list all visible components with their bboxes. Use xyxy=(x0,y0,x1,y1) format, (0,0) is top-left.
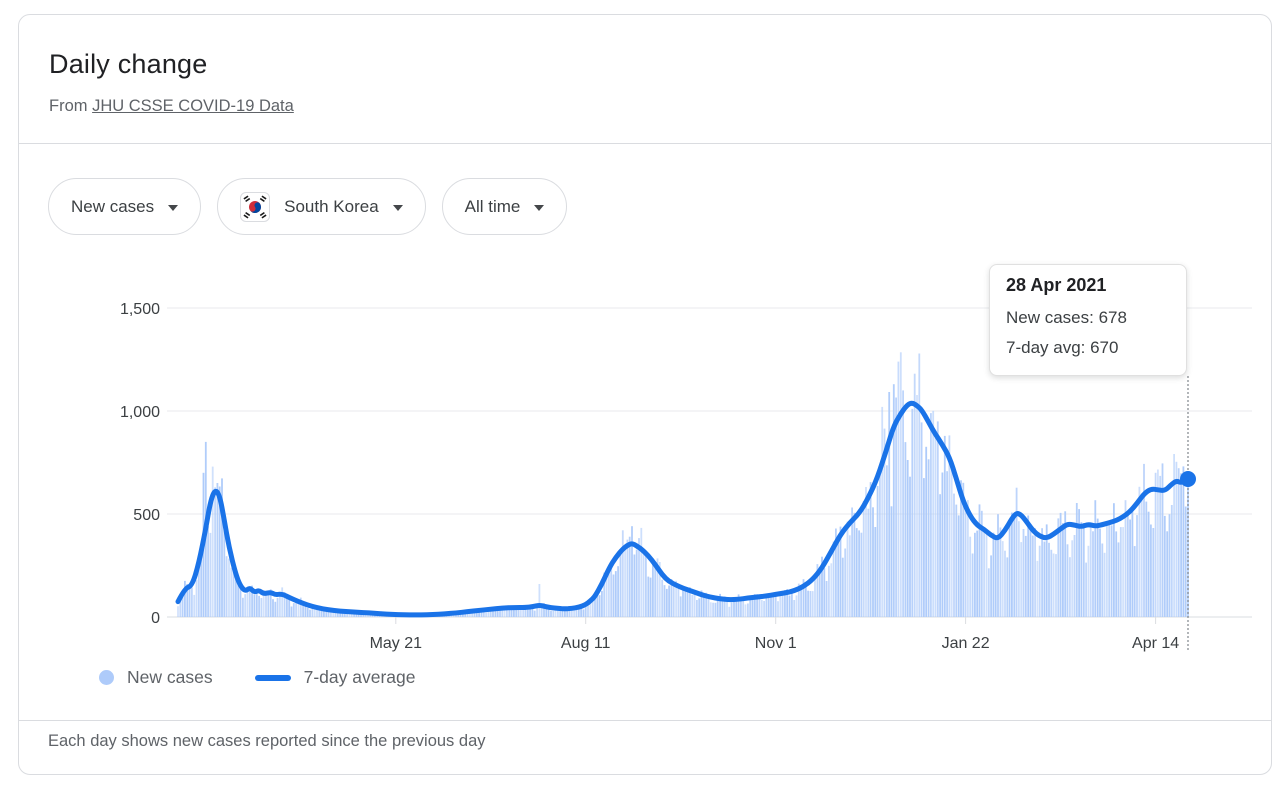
chart-legend: New cases 7-day average xyxy=(99,667,415,688)
metric-dropdown-label: New cases xyxy=(71,196,155,216)
source-link[interactable]: JHU CSSE COVID-19 Data xyxy=(92,97,294,115)
x-axis-labels: May 21 Aug 11 Nov 1 Jan 22 Apr 14 xyxy=(370,617,1179,652)
time-range-dropdown[interactable]: All time xyxy=(441,178,568,235)
metric-dropdown[interactable]: New cases xyxy=(48,178,202,235)
svg-text:Aug 11: Aug 11 xyxy=(561,635,611,652)
avg-line-swatch-icon xyxy=(254,674,291,681)
svg-text:Jan 22: Jan 22 xyxy=(942,635,990,652)
time-range-dropdown-label: All time xyxy=(464,196,521,216)
new-cases-bars xyxy=(177,352,1189,617)
source-attribution: From JHU CSSE COVID-19 Data xyxy=(49,97,294,116)
new-cases-swatch-icon xyxy=(99,670,114,685)
avg-line xyxy=(175,400,1191,618)
south-korea-flag-icon xyxy=(240,191,271,222)
chevron-down-icon xyxy=(534,204,545,211)
footer-divider xyxy=(19,720,1271,721)
tooltip-new-cases: New cases: 678 xyxy=(1006,308,1127,327)
footer-note: Each day shows new cases reported since … xyxy=(48,732,486,750)
legend-new-cases-label: New cases xyxy=(127,667,213,687)
chevron-down-icon xyxy=(392,204,403,211)
legend-avg-label: 7-day average xyxy=(303,667,416,687)
daily-change-chart[interactable]: 0 500 1,000 1,500 May 21 Aug 11 Nov 1 Jan 22 Apr… xyxy=(19,260,1271,660)
chevron-down-icon xyxy=(168,204,179,211)
svg-text:May 21: May 21 xyxy=(370,635,423,652)
svg-text:1,500: 1,500 xyxy=(120,301,160,318)
y-axis-labels: 0 500 1,000 1,500 xyxy=(120,301,160,627)
svg-text:500: 500 xyxy=(133,507,160,524)
region-dropdown[interactable]: South Korea xyxy=(217,178,426,235)
svg-text:Nov 1: Nov 1 xyxy=(755,635,797,652)
page-title: Daily change xyxy=(49,49,208,79)
tooltip-avg: 7-day avg: 670 xyxy=(1006,338,1119,357)
chart-canvas[interactable]: 0 500 1,000 1,500 May 21 Aug 11 Nov 1 Jan 22 Apr… xyxy=(19,260,1271,660)
region-dropdown-label: South Korea xyxy=(284,196,379,216)
tooltip-date: 28 Apr 2021 xyxy=(1006,275,1107,295)
svg-text:1,000: 1,000 xyxy=(120,404,160,421)
header-divider xyxy=(19,143,1271,144)
svg-text:Apr 14: Apr 14 xyxy=(1132,635,1179,652)
source-prefix: From xyxy=(49,97,88,115)
svg-text:0: 0 xyxy=(151,610,160,627)
highlight-dot xyxy=(1180,471,1196,487)
chart-tooltip: 28 Apr 2021 New cases: 678 7-day avg: 67… xyxy=(989,264,1187,376)
chart-controls: New cases South Korea xyxy=(48,178,568,235)
daily-change-card: Daily change From JHU CSSE COVID-19 Data… xyxy=(18,14,1272,775)
legend-item-new-cases: New cases xyxy=(99,667,213,688)
legend-item-avg: 7-day average xyxy=(254,667,416,688)
